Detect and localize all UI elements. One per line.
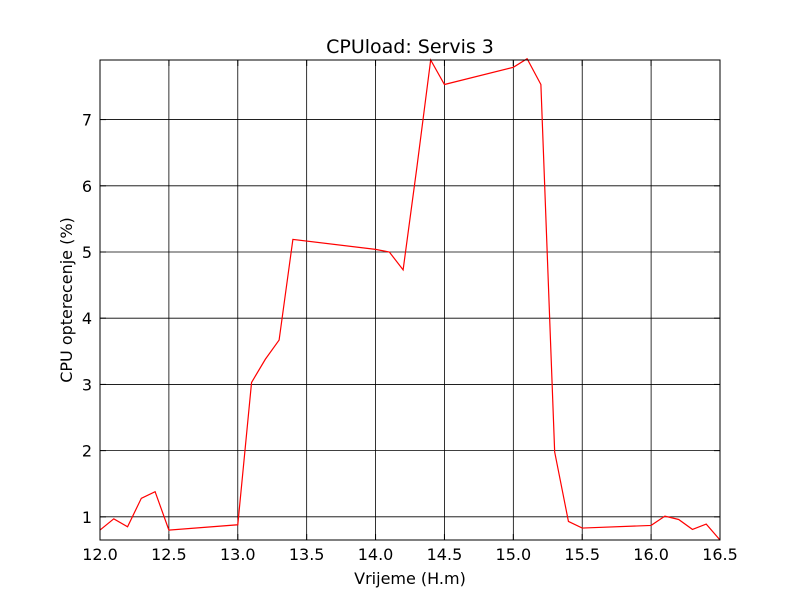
y-axis-label: CPU opterecenje (%) (57, 217, 76, 383)
x-axis-ticks: 12.0 12.5 13.0 13.5 14.0 14.5 15.0 15.5 16.0 16.5 (82, 60, 738, 564)
x-tick-label: 16.0 (633, 545, 669, 564)
grid (99, 60, 721, 540)
y-tick-label: 4 (82, 309, 92, 328)
x-tick-label: 16.5 (702, 545, 738, 564)
y-axis-ticks: 1 2 3 4 5 6 7 (82, 111, 720, 527)
x-tick-label: 15.0 (496, 545, 532, 564)
x-tick-label: 15.5 (564, 545, 600, 564)
x-tick-label: 14.5 (427, 545, 463, 564)
series-line (99, 57, 721, 541)
y-tick-label: 5 (82, 243, 92, 262)
x-tick-label: 12.5 (151, 545, 187, 564)
x-tick-label: 13.0 (220, 545, 256, 564)
x-tick-label: 13.5 (289, 545, 325, 564)
y-tick-label: 3 (82, 375, 92, 394)
y-tick-label: 7 (82, 111, 92, 130)
y-tick-label: 1 (82, 508, 92, 527)
x-axis-label: Vrijeme (H.m) (354, 569, 466, 588)
plot-frame (99, 59, 721, 541)
x-tick-label: 14.0 (358, 545, 394, 564)
chart-title: CPUload: Servis 3 (326, 36, 494, 58)
series-group (99, 57, 721, 541)
y-tick-label: 2 (82, 442, 92, 461)
y-tick-label: 6 (82, 177, 92, 196)
x-tick-label: 12.0 (82, 545, 118, 564)
